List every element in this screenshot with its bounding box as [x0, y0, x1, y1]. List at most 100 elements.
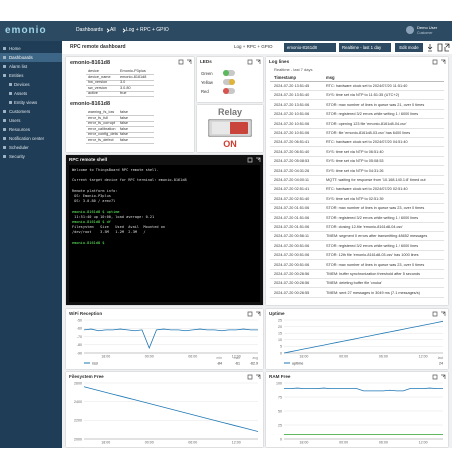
row-line: [270, 165, 444, 167]
row-line: [86, 126, 154, 127]
logo[interactable]: emonio: [5, 25, 47, 36]
nav-icon: [3, 128, 6, 131]
nav-item[interactable]: Entities: [0, 71, 62, 80]
relay-switch[interactable]: [208, 119, 252, 137]
download-icon[interactable]: [428, 44, 433, 52]
x-tick-label: 00:00: [339, 441, 348, 445]
state-select[interactable]: Log + RPC + GPIO: [234, 44, 273, 49]
nav-icon: [9, 92, 12, 95]
nav-item[interactable]: Users: [0, 116, 62, 125]
row-line: [270, 268, 444, 270]
export-icon[interactable]: [247, 157, 253, 163]
nav-item[interactable]: Dashboards: [0, 53, 62, 62]
table-title: emonio-8161d8: [70, 101, 111, 107]
y-tick-label: 0: [280, 351, 282, 355]
nav-icon: [3, 74, 6, 77]
nav-item[interactable]: Customers: [0, 107, 62, 116]
terminal-line: emonio-8161d8 $ df: [72, 220, 111, 224]
export-icon[interactable]: [432, 374, 438, 380]
row-line: [270, 90, 444, 91]
export-icon[interactable]: [432, 311, 438, 317]
export-icon[interactable]: [178, 59, 184, 65]
fullscreen-icon[interactable]: [187, 59, 192, 64]
export-icon[interactable]: [247, 374, 253, 380]
led-switch[interactable]: [223, 70, 235, 76]
export-icon[interactable]: [432, 59, 438, 65]
row-line: [86, 79, 154, 81]
fullscreen-icon[interactable]: [256, 157, 261, 162]
row-line: [270, 184, 444, 185]
widget-icons: [247, 59, 261, 65]
row-line: [270, 202, 444, 204]
row-line: [270, 249, 444, 251]
log-timestamp: 2024-07-20 00:51:06: [274, 262, 310, 267]
terminal-line: emonio-8161d8 $ uptime: [72, 209, 120, 214]
log-message: TMEM: deleting buffer file 'cnuka': [326, 281, 382, 286]
chevron: [121, 28, 126, 33]
nav-item[interactable]: Entity views: [0, 98, 62, 107]
nav-label: Users: [9, 118, 21, 123]
attr-value: false: [120, 121, 129, 125]
avatar[interactable]: [406, 26, 414, 34]
breadcrumb-current[interactable]: Log + RPC + GPIO: [126, 27, 169, 33]
log-timestamp: 2024-07-20 05:08:53: [274, 159, 310, 164]
terminal-line: Remote platform info:: [72, 188, 118, 193]
sidebar: Home Dashboards Alarm list Entities Devices A…: [0, 41, 62, 448]
edit-button[interactable]: Edit mode: [395, 42, 423, 52]
export-icon[interactable]: [437, 43, 443, 52]
fullscreen-icon[interactable]: [444, 43, 450, 52]
toolbar-icons: [428, 43, 450, 52]
log-timestamp: 2024-07-20 00:51:06: [274, 253, 310, 258]
x-tick-label: 18:00: [299, 355, 308, 359]
widget-icons: [432, 59, 446, 65]
led-switch[interactable]: [223, 79, 235, 85]
attr-key: error_fs_full: [88, 115, 109, 120]
nav-item[interactable]: Assets: [0, 89, 62, 98]
timewindow[interactable]: Realtime - last 1 day: [339, 42, 391, 52]
entity-select[interactable]: emonio-8161d8: [284, 42, 336, 52]
x-tick-label: 06:00: [379, 441, 388, 445]
legend-value: -61: [235, 361, 240, 365]
led-knob: [229, 79, 235, 85]
nav-item[interactable]: Security: [0, 152, 62, 161]
x-tick-label: 00:00: [339, 355, 348, 359]
fullscreen-icon[interactable]: [441, 374, 446, 379]
fullscreen-icon[interactable]: [256, 374, 261, 379]
legend-value: 24: [439, 361, 443, 365]
export-icon[interactable]: [247, 59, 253, 65]
breadcrumb-all[interactable]: All: [110, 27, 116, 33]
leds-widget: LEDs Green Yellow Red: [197, 57, 263, 102]
attr-value: 3.0.80: [120, 85, 131, 90]
attr-key: error_calibration: [88, 126, 116, 131]
fullscreen-icon[interactable]: [256, 311, 261, 316]
nav-item[interactable]: Devices: [0, 80, 62, 89]
nav-item[interactable]: Alarm list: [0, 62, 62, 71]
y-tick-label: 2200: [74, 419, 82, 423]
fullscreen-icon[interactable]: [441, 311, 446, 316]
x-tick-label: 12:00: [419, 441, 428, 445]
nav-item[interactable]: Home: [0, 44, 62, 53]
led-switch[interactable]: [223, 88, 235, 94]
relay-title: Relay: [217, 107, 243, 117]
log-timestamp: 2024-07-20 02:51:40: [274, 196, 310, 201]
user-name[interactable]: Demo User: [417, 25, 438, 30]
row-line: [270, 174, 444, 176]
x-tick-label: 00:00: [145, 441, 154, 445]
nav-item[interactable]: Scheduler: [0, 143, 62, 152]
breadcrumb-dashboards[interactable]: Dashboards: [76, 27, 103, 33]
log-message: SYS: time set via NTP to 02:51:39: [326, 196, 384, 201]
switch-rocker[interactable]: [212, 122, 248, 134]
log-timestamp: 2024-07-20 00:26:56: [274, 281, 310, 286]
y-tick-label: 2400: [74, 400, 82, 404]
series-line: [83, 328, 258, 350]
nav-item[interactable]: Resources: [0, 125, 62, 134]
nav-item[interactable]: Notification center: [0, 134, 62, 143]
toolbar: RPC remote dashboard Log + RPC + GPIO em…: [62, 41, 452, 55]
fullscreen-icon[interactable]: [256, 59, 261, 64]
fullscreen-icon[interactable]: [441, 59, 446, 64]
nav-label: Alarm list: [9, 64, 28, 69]
export-icon[interactable]: [247, 311, 253, 317]
chart-widget: Filesystem Free 2000 2200 2400 2600 18:00 00:0…: [66, 372, 263, 447]
chart-svg: -90 -80 -70 -60 -50 18:00 00:00 06:00 12:00 rssi m…: [77, 318, 258, 365]
